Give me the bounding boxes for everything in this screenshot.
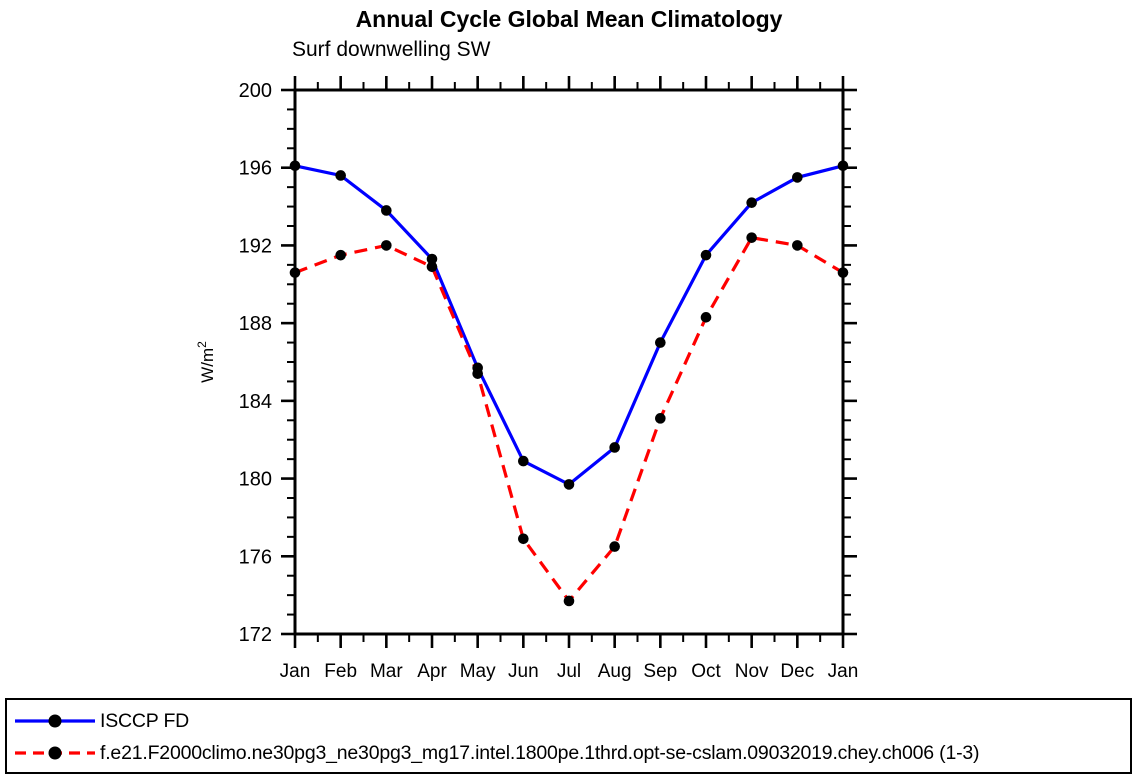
- data-point-marker: [381, 205, 392, 216]
- y-tick-label: 184: [239, 391, 272, 413]
- chart-title: Annual Cycle Global Mean Climatology: [355, 6, 783, 32]
- legend-label-isccp: ISCCP FD: [100, 709, 190, 732]
- data-point-marker: [655, 413, 666, 424]
- x-tick-label: Jun: [508, 661, 539, 682]
- data-point-marker: [609, 442, 620, 453]
- y-tick-label: 192: [239, 235, 272, 257]
- x-tick-label: Mar: [370, 661, 403, 682]
- data-point-marker: [609, 541, 620, 552]
- x-tick-label: Jan: [280, 661, 311, 682]
- legend-line-sample-solid-blue: [15, 714, 95, 728]
- series-line-1: [294, 235, 844, 604]
- y-tick-label: 196: [239, 158, 272, 180]
- data-point-marker: [518, 455, 529, 467]
- x-tick-label: Aug: [598, 661, 632, 682]
- y-tick-label: 176: [239, 546, 272, 568]
- chart-subtitle: Surf downwelling SW: [292, 38, 491, 61]
- x-tick-label: Sep: [643, 661, 677, 682]
- plot-box: [293, 88, 845, 636]
- data-point-marker: [426, 253, 438, 265]
- x-tick-label: Oct: [691, 661, 721, 682]
- y-tick-label: 180: [239, 469, 272, 491]
- data-point-marker: [792, 240, 803, 251]
- x-tick-label: Dec: [780, 661, 814, 682]
- legend-label-model-case: f.e21.F2000climo.ne30pg3_ne30pg3_mg17.in…: [100, 741, 980, 764]
- x-tick-label: Jul: [557, 661, 581, 682]
- data-point-marker: [655, 337, 666, 348]
- x-tick-label: May: [460, 661, 496, 682]
- annual-cycle-line-chart: 172 176 180 184 188 192 196 200 Jan Feb Mar Apr May J…: [195, 76, 859, 682]
- data-point-marker: [700, 312, 712, 323]
- data-point-marker: [563, 595, 575, 607]
- data-point-marker: [335, 249, 346, 261]
- y-tick-label: 200: [239, 80, 272, 102]
- x-tick-label: Apr: [417, 661, 447, 682]
- data-point-marker: [563, 479, 575, 490]
- data-point-marker: [746, 197, 757, 208]
- x-tick-label: Feb: [324, 661, 357, 682]
- data-point-marker: [837, 267, 849, 278]
- data-point-marker: [289, 160, 301, 172]
- data-point-marker: [837, 160, 849, 172]
- data-point-marker: [335, 170, 346, 181]
- legend-line-sample-dashed-red: [15, 746, 95, 760]
- legend-box: ISCCP FD f.e21.F2000climo.ne30pg3_ne30pg…: [5, 698, 1132, 774]
- data-point-marker: [700, 249, 712, 261]
- y-tick-label: 188: [239, 313, 272, 335]
- data-point-marker: [746, 232, 757, 243]
- data-point-marker: [792, 172, 803, 183]
- y-axis-label: W/m2: [195, 341, 217, 383]
- x-tick-label: Jan: [828, 661, 859, 682]
- data-point-marker: [518, 533, 529, 545]
- data-point-marker: [289, 267, 301, 278]
- legend-row-model-case: f.e21.F2000climo.ne30pg3_ne30pg3_mg17.in…: [13, 737, 1130, 769]
- x-tick-label: Nov: [735, 661, 769, 682]
- data-point-marker: [426, 261, 438, 273]
- series-line-0: [294, 164, 844, 487]
- legend-row-isccp: ISCCP FD: [13, 705, 1130, 737]
- y-tick-label: 172: [239, 624, 272, 646]
- data-point-marker: [472, 368, 483, 379]
- data-point-marker: [381, 240, 392, 251]
